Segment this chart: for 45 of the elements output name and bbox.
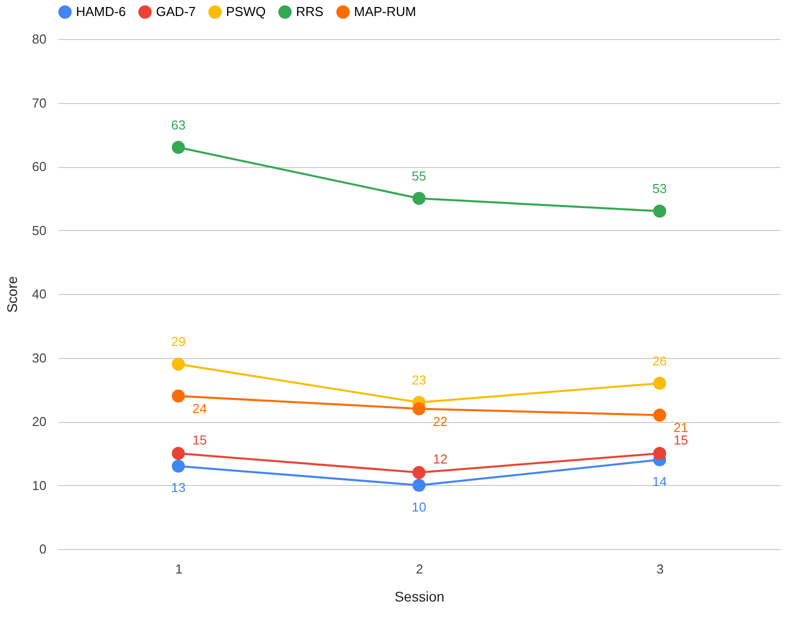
point (653, 204, 666, 218)
y-tick-label: 50 (32, 222, 46, 238)
x-tick-label: 2 (416, 562, 424, 576)
point (412, 192, 426, 205)
data-label: 12 (433, 452, 448, 466)
point (412, 402, 426, 416)
point (653, 376, 666, 390)
data-label: 29 (171, 334, 186, 350)
data-label: 26 (652, 353, 667, 368)
y-axis-title: Score (4, 276, 20, 313)
point (172, 446, 185, 460)
y-tick-label: 40 (32, 286, 46, 302)
legend-label: RRS (296, 4, 324, 20)
legend-label: PSWQ (226, 4, 266, 20)
point (412, 478, 426, 492)
data-label: 63 (171, 117, 186, 132)
data-label: 13 (171, 480, 186, 496)
point (653, 408, 666, 422)
point (172, 389, 185, 403)
x-tick-label: 1 (175, 562, 182, 576)
legend-label: GAD-7 (156, 4, 196, 20)
data-label: 14 (652, 474, 667, 489)
data-label: 23 (412, 372, 426, 388)
y-tick-label: 70 (32, 95, 46, 110)
point (412, 466, 426, 480)
legend-label: HAMD-6 (76, 4, 126, 20)
y-tick-label: 0 (39, 542, 46, 556)
data-label: 15 (192, 432, 207, 448)
x-axis-title: Session (394, 588, 444, 604)
y-tick-label: 20 (32, 414, 46, 429)
data-label: 55 (412, 168, 426, 184)
data-label: 24 (192, 401, 207, 416)
y-tick-label: 60 (32, 159, 46, 174)
point (653, 446, 666, 460)
data-label: 10 (412, 499, 426, 514)
point (172, 358, 185, 371)
point (172, 140, 185, 154)
y-tick-label: 80 (32, 32, 46, 46)
y-tick-label: 30 (32, 350, 46, 366)
data-label: 53 (652, 181, 667, 196)
y-tick-label: 10 (32, 478, 46, 493)
data-label: 22 (433, 414, 448, 429)
legend-label: MAP-RUM (354, 4, 416, 20)
x-tick-label: 3 (656, 562, 664, 576)
point (172, 460, 185, 473)
